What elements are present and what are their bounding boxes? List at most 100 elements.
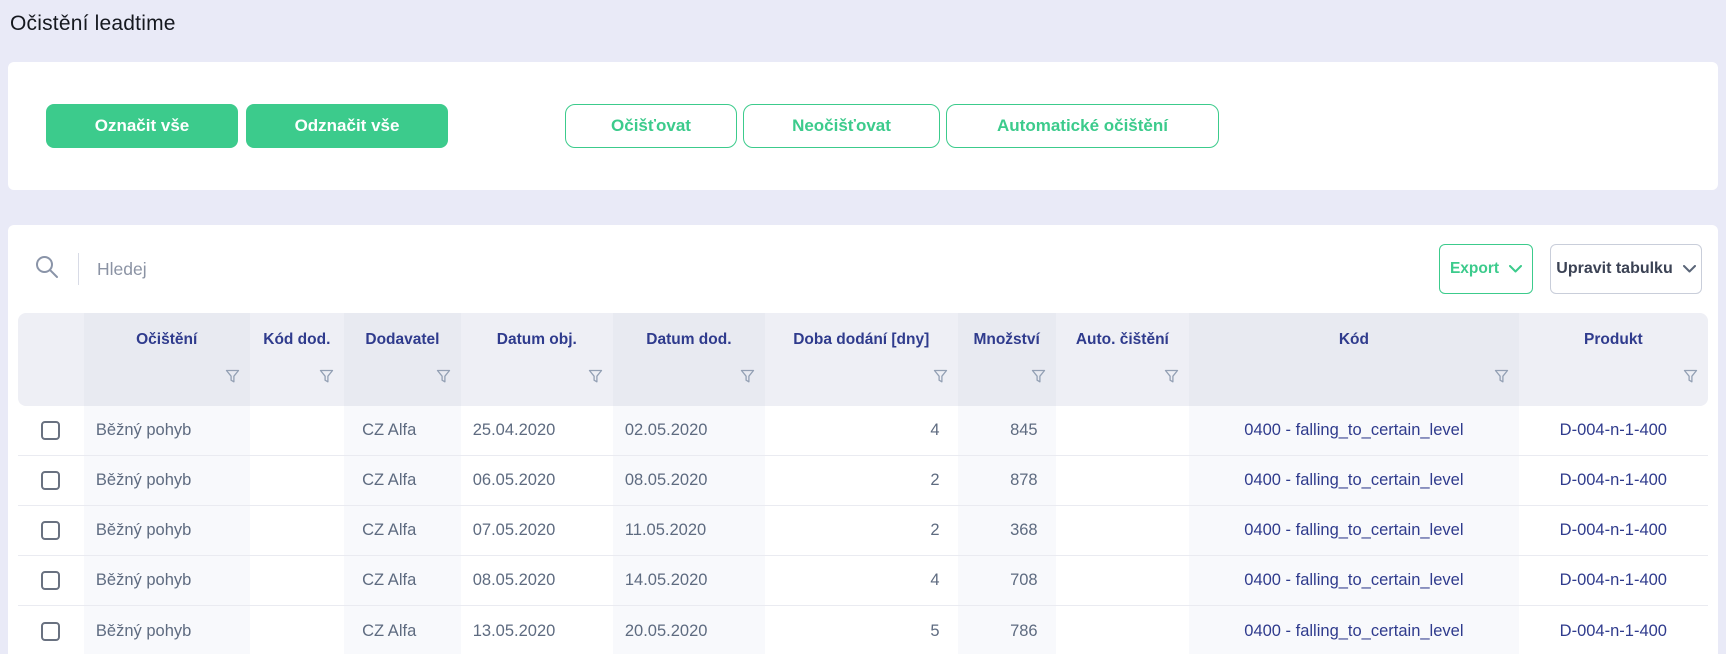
filter-funnel-icon[interactable] [1031, 369, 1046, 384]
cell-ocisteni: Běžný pohyb [83, 406, 250, 456]
cell-mnozstvi: 368 [957, 506, 1056, 556]
filter-funnel-icon[interactable] [225, 369, 240, 384]
checkbox-cell [18, 456, 84, 506]
automatic-cleaning-button[interactable]: Automatické očištění [946, 104, 1219, 148]
table-card: Export Upravit tabulku [8, 225, 1718, 654]
export-button-label: Export [1449, 260, 1500, 277]
filter-funnel-icon[interactable] [1494, 369, 1509, 384]
header-mnozstvi: Množství [957, 313, 1056, 367]
cell-datum-obj: 25.04.2020 [460, 406, 613, 456]
cell-dodavatel: CZ Alfa [344, 456, 461, 506]
cell-kod: 0400 - falling_to_certain_level [1189, 406, 1519, 456]
cell-kod-dod [249, 556, 345, 606]
checkbox-cell [18, 406, 84, 456]
clean-button[interactable]: Očišťovat [565, 104, 737, 148]
header-doba-dodani: Doba dodání [dny] [764, 313, 958, 367]
row-checkbox[interactable] [41, 471, 61, 491]
header-kod-dod: Kód dod. [249, 313, 345, 367]
row-checkbox[interactable] [41, 571, 61, 591]
cell-dodavatel: CZ Alfa [344, 406, 461, 456]
header-ocisteni: Očištění [83, 313, 250, 367]
cell-produkt: D-004-n-1-400 [1518, 406, 1708, 456]
row-checkbox[interactable] [41, 621, 61, 641]
search-icon[interactable] [34, 254, 60, 285]
header-checkbox-column [18, 313, 84, 367]
cell-datum-obj: 07.05.2020 [460, 506, 613, 556]
deselect-all-button[interactable]: Odznačit vše [246, 104, 448, 148]
search-input[interactable] [97, 258, 1439, 280]
table-filter-row [18, 367, 1708, 406]
filter-cell [460, 367, 613, 406]
filter-funnel-icon[interactable] [319, 369, 334, 384]
cell-doba-dodani: 5 [930, 621, 940, 640]
cell-kod: 0400 - falling_to_certain_level [1189, 606, 1519, 654]
checkbox-cell [18, 556, 84, 606]
filter-funnel-icon[interactable] [436, 369, 451, 384]
edit-table-button-label: Upravit tabulku [1556, 260, 1673, 277]
cell-doba-dodani: 2 [764, 506, 958, 556]
page-title: Očistění leadtime [10, 12, 176, 35]
edit-table-button[interactable]: Upravit tabulku [1550, 244, 1702, 294]
cell-datum-obj: 06.05.2020 [460, 456, 613, 506]
filter-funnel-icon[interactable] [1164, 369, 1179, 384]
cell-datum-dod: 11.05.2020 [612, 506, 765, 556]
cell-mnozstvi: 878 [957, 456, 1056, 506]
filter-funnel-icon[interactable] [588, 369, 603, 384]
filter-cell [1189, 367, 1519, 406]
checkbox-cell [18, 606, 84, 654]
cell-ocisteni: Běžný pohyb [83, 556, 250, 606]
header-datum-obj: Datum obj. [460, 313, 613, 367]
cell-ocisteni: Běžný pohyb [83, 456, 250, 506]
cell-kod-dod [249, 406, 345, 456]
cell-mnozstvi: 845 [957, 406, 1056, 456]
header-kod: Kód [1189, 313, 1519, 367]
table-row: Běžný pohyb CZ Alfa 06.05.2020 08.05.202… [18, 456, 1708, 506]
cell-ocisteni: Běžný pohyb [83, 506, 250, 556]
cell-datum-dod: 14.05.2020 [612, 556, 765, 606]
row-checkbox[interactable] [41, 521, 61, 541]
filter-cell [249, 367, 345, 406]
table-toolbar: Export Upravit tabulku [8, 225, 1718, 313]
header-datum-dod: Datum dod. [612, 313, 765, 367]
actions-card: Označit vše Odznačit vše Očišťovat Neoči… [8, 62, 1718, 190]
filter-funnel-icon[interactable] [1683, 369, 1698, 384]
filter-cell [957, 367, 1056, 406]
header-dodavatel: Dodavatel [344, 313, 461, 367]
cell-kod-dod [249, 506, 345, 556]
filter-cell-empty [18, 367, 84, 406]
filter-cell [612, 367, 765, 406]
filter-cell [344, 367, 461, 406]
cell-auto-cisteni [1055, 456, 1190, 506]
chevron-down-icon [1682, 260, 1696, 278]
filter-funnel-icon[interactable] [933, 369, 948, 384]
select-all-button[interactable]: Označit vše [46, 104, 238, 148]
toolbar-right: Export Upravit tabulku [1439, 244, 1702, 294]
cell-mnozstvi: 708 [957, 556, 1056, 606]
page-header: Očistění leadtime [0, 0, 1726, 48]
do-not-clean-button[interactable]: Neočišťovat [743, 104, 940, 148]
export-button[interactable]: Export [1439, 244, 1533, 294]
cell-datum-dod: 02.05.2020 [612, 406, 765, 456]
filter-funnel-icon[interactable] [740, 369, 755, 384]
cell-auto-cisteni [1055, 556, 1190, 606]
cell-dodavatel: CZ Alfa [344, 606, 461, 654]
table-row: Běžný pohyb CZ Alfa 13.05.2020 20.05.202… [18, 606, 1708, 654]
table-header-row: Očištění Kód dod. Dodavatel Datum obj. D… [18, 313, 1708, 367]
cell-auto-cisteni [1056, 606, 1190, 654]
filter-cell [83, 367, 250, 406]
cell-dodavatel: CZ Alfa [344, 506, 461, 556]
cell-doba-dodani: 4 [764, 406, 958, 456]
table-row: Běžný pohyb CZ Alfa 07.05.2020 11.05.202… [18, 506, 1708, 556]
filter-cell [1055, 367, 1190, 406]
cell-auto-cisteni [1055, 506, 1190, 556]
cell-datum-obj: 08.05.2020 [460, 556, 613, 606]
cell-doba-dodani: 2 [764, 456, 958, 506]
cell-produkt: D-004-n-1-400 [1518, 556, 1708, 606]
cell-datum-dod: 20.05.2020 [612, 606, 765, 654]
checkbox-cell [18, 506, 84, 556]
cell-datum-dod: 08.05.2020 [612, 456, 765, 506]
row-checkbox[interactable] [41, 421, 61, 441]
header-produkt: Produkt [1518, 313, 1708, 367]
cell-doba-dodani: 4 [764, 556, 958, 606]
chevron-down-icon [1509, 260, 1523, 278]
